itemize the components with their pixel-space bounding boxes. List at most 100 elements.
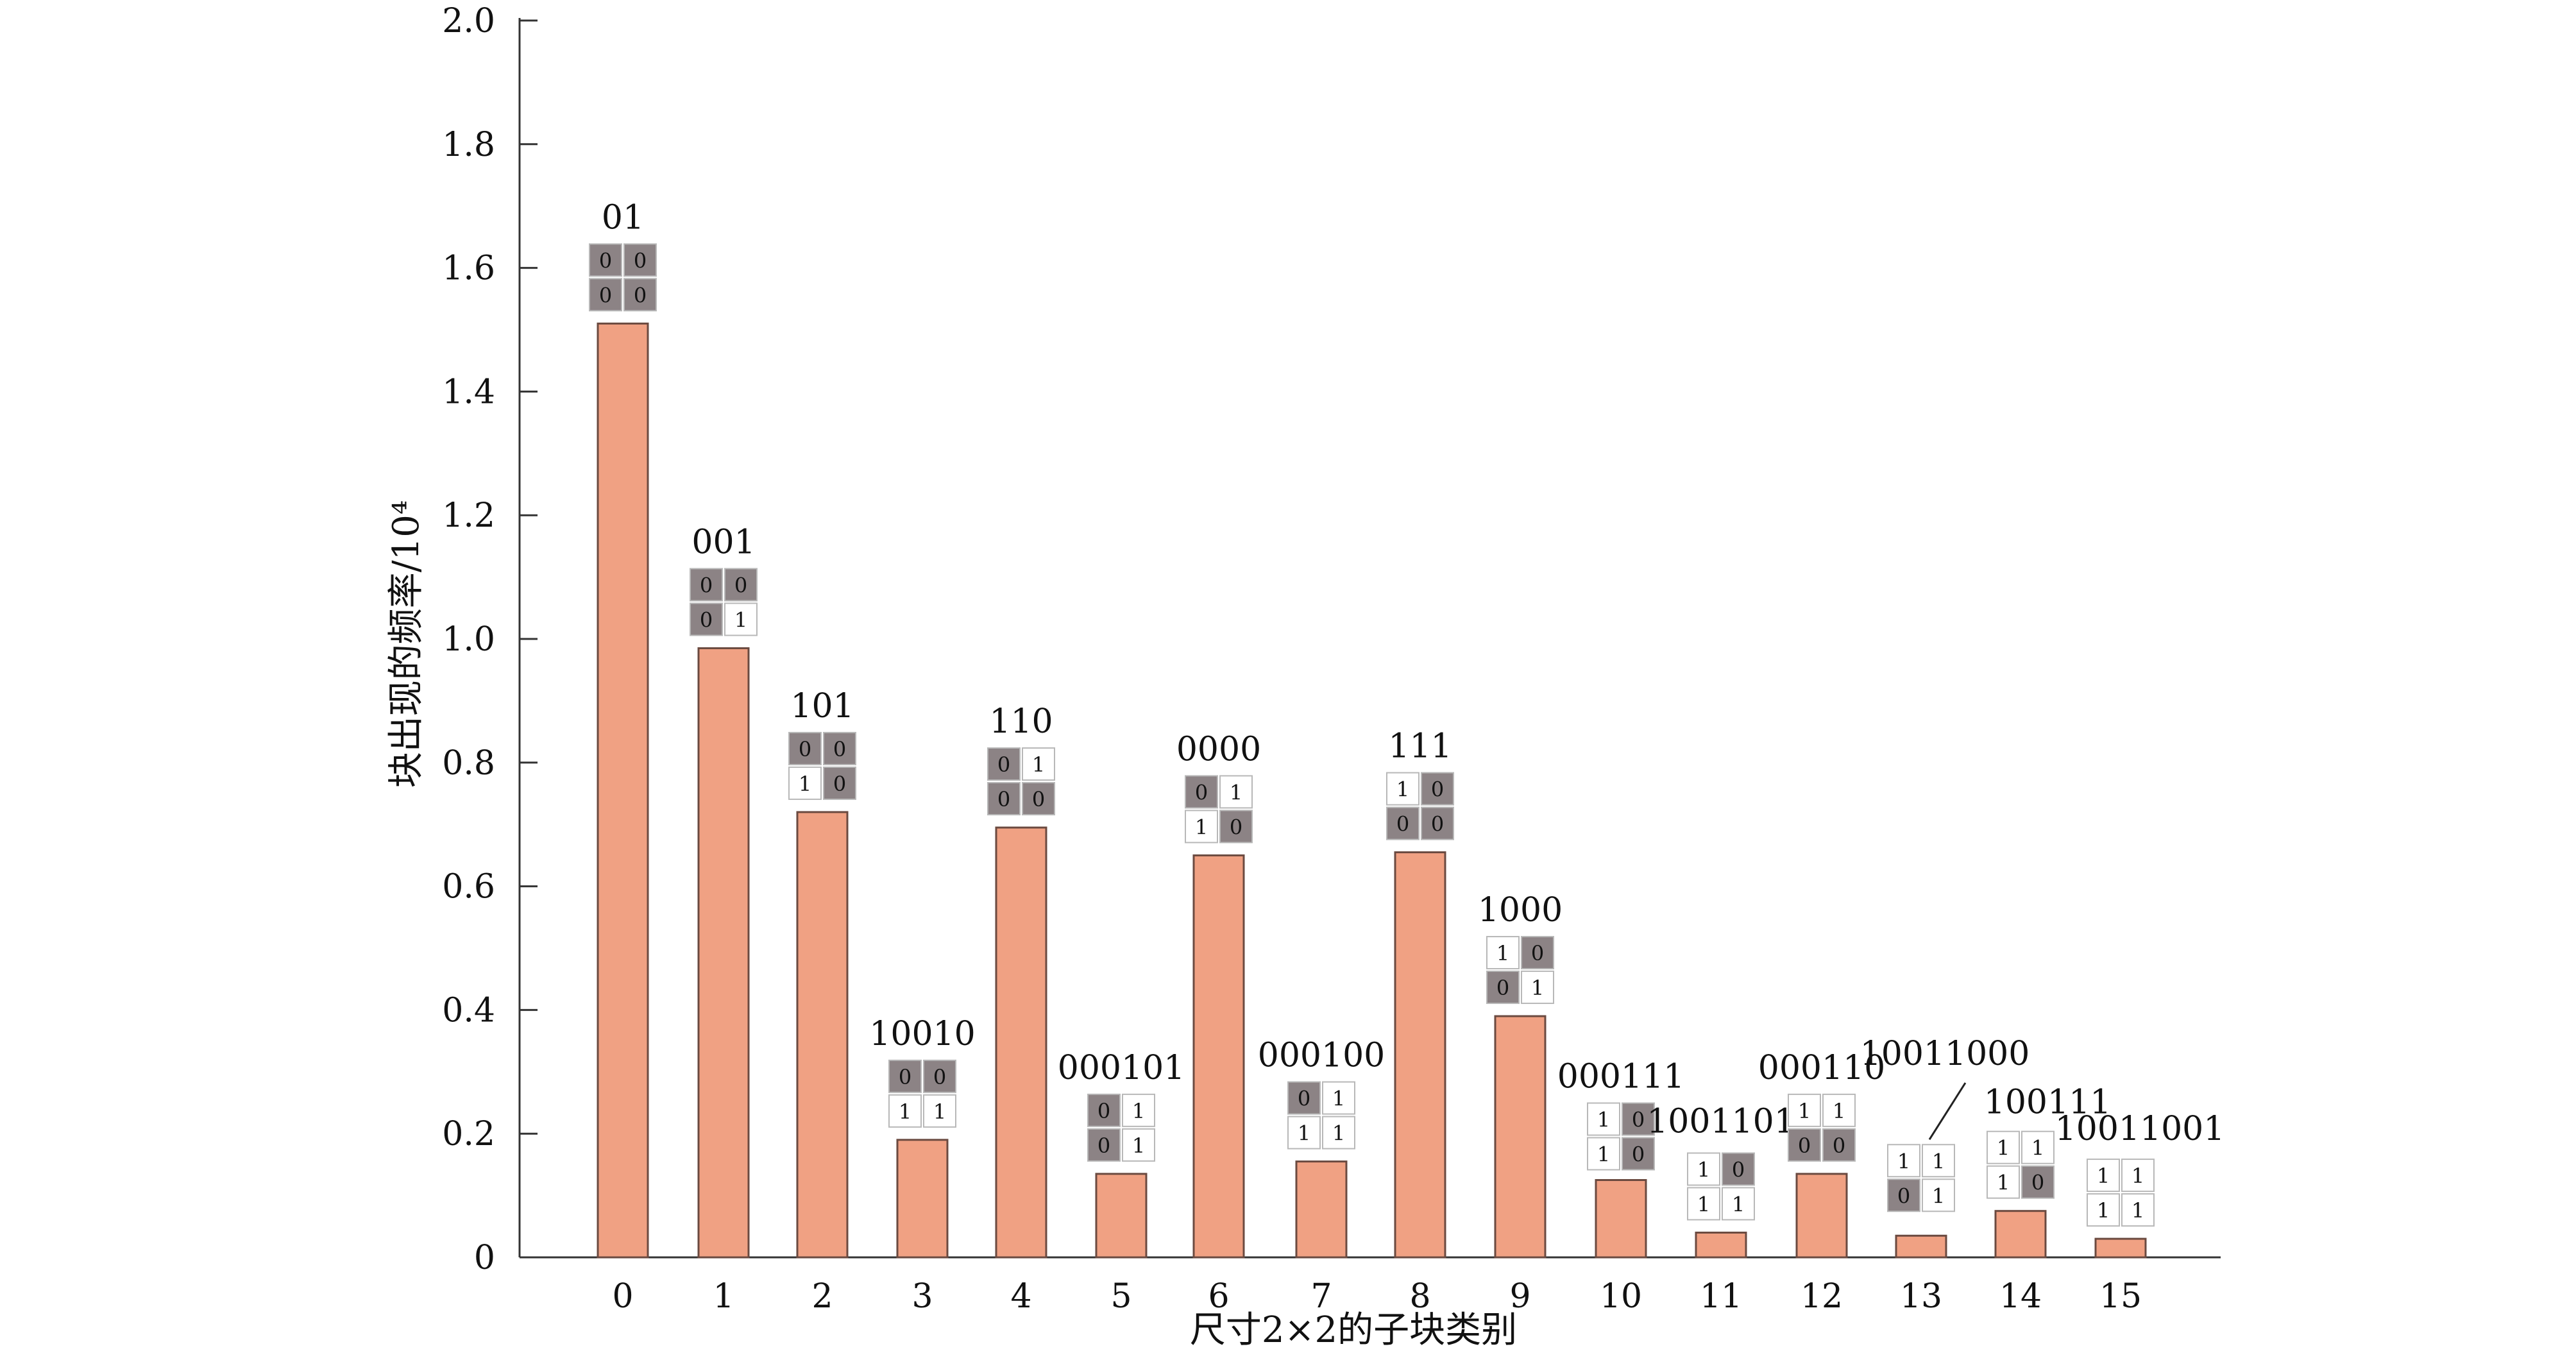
block-cell-digit: 0: [1396, 812, 1409, 837]
bit-block: 1 01 1: [1687, 1152, 1755, 1221]
block-cell: [1219, 810, 1253, 844]
block-cell: [1122, 1093, 1155, 1127]
block-cell: [690, 602, 723, 636]
y-tick-label: 1.2: [442, 497, 495, 535]
block-cell: [724, 568, 758, 602]
block-cell: [1922, 1144, 1955, 1178]
bit-block: 0 11 0: [1185, 775, 1253, 844]
block-cell-digit: 0: [1195, 780, 1208, 804]
y-tick-label: 2.0: [442, 2, 495, 40]
block-cell: [1421, 806, 1454, 840]
x-tick-label: 2: [811, 1277, 833, 1316]
bar: [796, 811, 849, 1259]
block-cell: [1287, 1116, 1321, 1150]
block-cell-digit: 1: [1396, 777, 1409, 802]
bit-block: 0 00 0: [589, 243, 657, 312]
code-label: 000100: [1258, 1037, 1385, 1075]
bar: [1494, 1015, 1546, 1259]
block-cell: [1822, 1128, 1856, 1162]
block-cell-digit: 0: [734, 573, 747, 597]
block-cell: [1887, 1144, 1920, 1178]
block-cell: [589, 243, 622, 277]
block-cell: [987, 747, 1021, 781]
block-cell-digit: 1: [2131, 1164, 2144, 1188]
bar: [1192, 854, 1245, 1259]
block-cell: [1022, 782, 1055, 816]
block-cell: [1287, 1081, 1321, 1115]
y-tick-label: 0.4: [442, 991, 495, 1030]
block-cell-digit: 0: [997, 787, 1010, 811]
block-cell-digit: 0: [933, 1065, 946, 1089]
block-cell: [2087, 1159, 2120, 1193]
block-cell-digit: 0: [833, 737, 846, 761]
block-cell: [1987, 1130, 2020, 1164]
y-tick-label: 1.0: [442, 620, 495, 659]
y-tick-label: 0.2: [442, 1115, 495, 1153]
bar: [1095, 1173, 1148, 1259]
block-cell: [1687, 1152, 1720, 1186]
block-cell-digit: 0: [1798, 1134, 1811, 1158]
bit-block: 0 10 0: [987, 747, 1055, 816]
block-cell-digit: 1: [1298, 1121, 1310, 1146]
code-label: 000111: [1557, 1058, 1685, 1096]
block-cell: [1521, 971, 1554, 1005]
block-cell-digit: 0: [599, 283, 612, 307]
block-cell: [1322, 1081, 1355, 1115]
block-cell: [1987, 1165, 2020, 1199]
bar: [1895, 1234, 1947, 1259]
block-cell-digit: 1: [1132, 1099, 1145, 1123]
block-cell-digit: 1: [1332, 1087, 1345, 1111]
block-cell: [1486, 971, 1520, 1005]
block-cell-digit: 1: [2131, 1198, 2144, 1223]
block-cell-digit: 0: [1431, 812, 1444, 837]
x-tick-label: 8: [1409, 1277, 1430, 1316]
block-cell-digit: 1: [2031, 1136, 2044, 1160]
block-cell: [1722, 1152, 1755, 1186]
block-cell-digit: 1: [2097, 1198, 2110, 1223]
x-tick-label: 14: [1999, 1277, 2042, 1316]
block-cell: [1788, 1093, 1821, 1127]
block-cell: [1122, 1128, 1155, 1162]
block-cell-digit: 1: [1932, 1149, 1945, 1173]
block-cell: [823, 731, 856, 765]
x-tick-label: 0: [612, 1277, 633, 1316]
block-cell-digit: 1: [1195, 815, 1208, 839]
bit-block: 0 11 1: [1287, 1081, 1355, 1150]
bar: [896, 1139, 949, 1259]
block-cell: [1022, 747, 1055, 781]
block-cell: [1087, 1128, 1121, 1162]
block-cell-digit: 0: [1032, 787, 1045, 811]
block-cell-digit: 0: [1632, 1143, 1645, 1167]
block-cell-digit: 0: [599, 248, 612, 273]
block-cell: [1421, 772, 1454, 806]
block-cell-digit: 1: [1132, 1134, 1145, 1158]
code-label: 110: [989, 702, 1053, 741]
block-cell: [788, 731, 822, 765]
code-label: 1001101: [1647, 1102, 1795, 1141]
block-cell: [1185, 810, 1218, 844]
y-tick-label: 1.4: [442, 373, 495, 411]
x-tick-label: 12: [1801, 1277, 1843, 1316]
leader-line: [1928, 1082, 1967, 1141]
block-cell: [2121, 1193, 2155, 1227]
block-cell-digit: 0: [1531, 941, 1544, 965]
block-cell: [1922, 1178, 1955, 1212]
block-cell-digit: 1: [933, 1100, 946, 1124]
x-tick-label: 7: [1310, 1277, 1332, 1316]
block-cell: [888, 1094, 922, 1128]
block-cell: [1587, 1102, 1620, 1136]
block-cell-digit: 1: [1230, 780, 1242, 804]
bars: [597, 322, 2147, 1259]
bit-block: 0 01 1: [888, 1059, 956, 1128]
code-label: 001: [691, 523, 755, 561]
block-cell-digit: 0: [700, 573, 713, 597]
x-tick-label: 3: [911, 1277, 933, 1316]
bar: [1295, 1160, 1348, 1259]
y-axis-title: 块出现的频率/10⁴: [386, 500, 427, 788]
block-cell: [1185, 775, 1218, 809]
block-cell-digit: 0: [1897, 1184, 1910, 1208]
block-cell-digit: 1: [1997, 1136, 2010, 1160]
bit-block: 1 11 1: [2087, 1159, 2155, 1227]
block-cell-digit: 1: [1597, 1108, 1610, 1132]
bar: [1994, 1210, 2047, 1259]
